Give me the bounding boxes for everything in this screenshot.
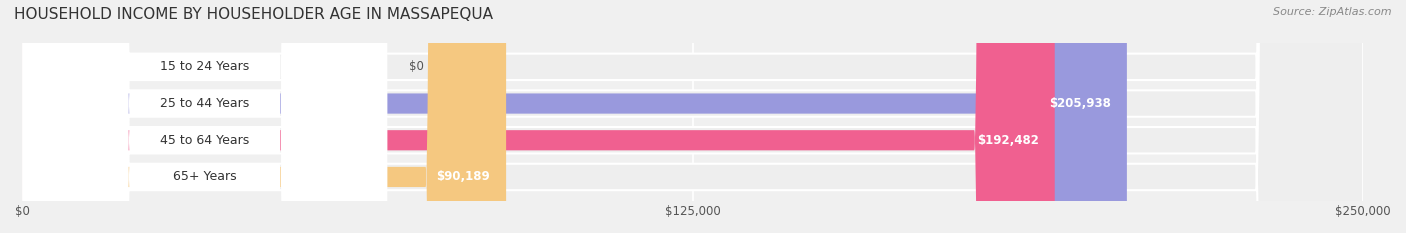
Text: $90,189: $90,189 [436,171,491,183]
Text: $192,482: $192,482 [977,134,1039,147]
FancyBboxPatch shape [22,0,1364,233]
FancyBboxPatch shape [22,0,1364,233]
Text: 65+ Years: 65+ Years [173,171,236,183]
Text: Source: ZipAtlas.com: Source: ZipAtlas.com [1274,7,1392,17]
FancyBboxPatch shape [22,0,1364,233]
FancyBboxPatch shape [22,0,1364,233]
FancyBboxPatch shape [22,0,1054,233]
Text: 25 to 44 Years: 25 to 44 Years [160,97,249,110]
FancyBboxPatch shape [22,0,387,233]
FancyBboxPatch shape [22,0,387,233]
FancyBboxPatch shape [22,0,506,233]
Text: 15 to 24 Years: 15 to 24 Years [160,60,249,73]
FancyBboxPatch shape [22,0,1126,233]
FancyBboxPatch shape [22,0,387,233]
Text: HOUSEHOLD INCOME BY HOUSEHOLDER AGE IN MASSAPEQUA: HOUSEHOLD INCOME BY HOUSEHOLDER AGE IN M… [14,7,494,22]
Text: 45 to 64 Years: 45 to 64 Years [160,134,249,147]
FancyBboxPatch shape [22,0,387,233]
Text: $0: $0 [409,60,423,73]
Text: $205,938: $205,938 [1049,97,1111,110]
